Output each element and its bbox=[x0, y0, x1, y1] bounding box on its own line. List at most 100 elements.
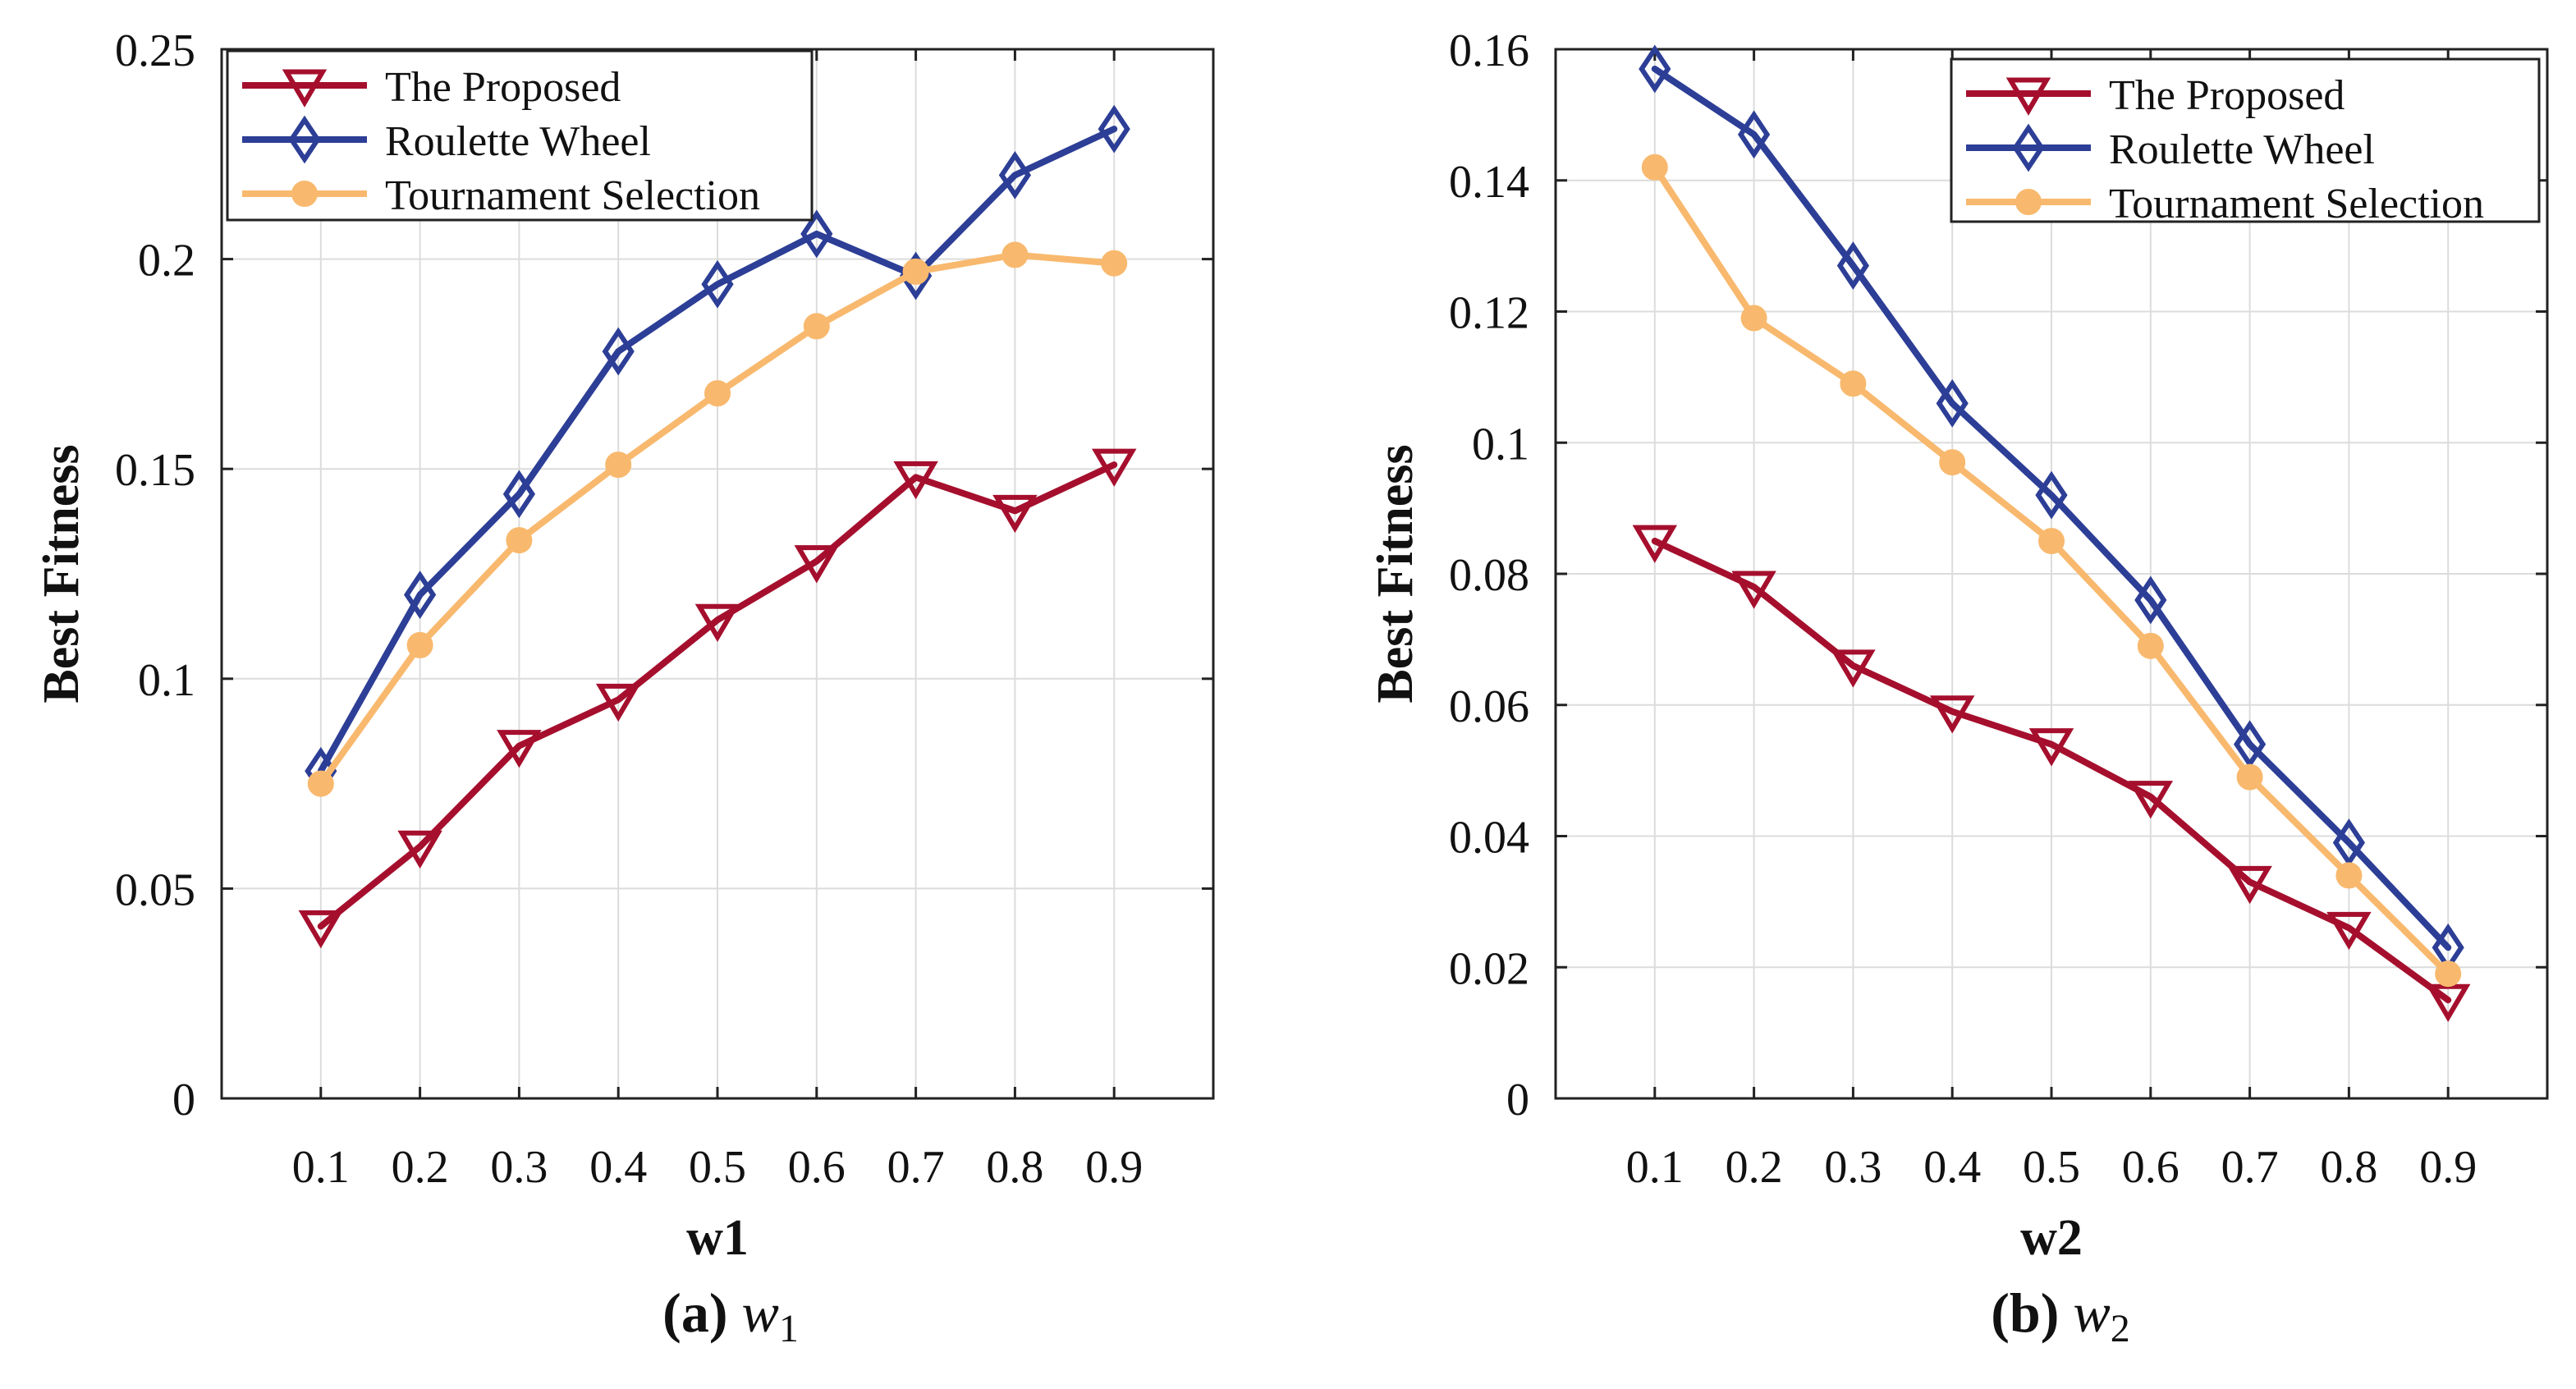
y-tick-label: 0.25 bbox=[115, 25, 195, 76]
x-tick-label: 0.4 bbox=[589, 1142, 647, 1193]
caption-b-sub: 2 bbox=[2110, 1307, 2130, 1350]
data-point-proposed bbox=[2028, 728, 2074, 767]
data-point-proposed bbox=[595, 683, 641, 722]
legend-label-tournament: Tournament Selection bbox=[385, 172, 760, 219]
x-tick-label: 0.9 bbox=[1085, 1142, 1143, 1193]
y-tick-label: 0 bbox=[172, 1075, 195, 1125]
x-tick-label: 0.3 bbox=[1824, 1142, 1882, 1193]
y-axis-label: Best Fitness bbox=[1368, 444, 1423, 703]
data-point-tournament bbox=[2335, 862, 2363, 889]
caption-a: (a) w1 bbox=[484, 1281, 977, 1351]
data-point-roulette bbox=[403, 571, 437, 619]
chart-panel-1: 0.1 0.2 0.3 0.4 0.5 0.6 0.7 0.8 0.9 0 0.05 0.1 0.15 0… bbox=[34, 25, 1215, 1266]
data-point-roulette bbox=[2134, 575, 2167, 625]
y-tick-label: 0.12 bbox=[1449, 288, 1529, 339]
x-tick-label: 0.3 bbox=[490, 1142, 548, 1193]
x-tick-label: 0.1 bbox=[292, 1142, 350, 1193]
caption-a-sub: 1 bbox=[778, 1307, 799, 1350]
data-point-proposed bbox=[2326, 911, 2372, 951]
data-point-roulette bbox=[502, 470, 536, 519]
series-tournament bbox=[307, 241, 1128, 797]
data-point-roulette bbox=[1737, 110, 1771, 159]
data-point-tournament bbox=[1002, 241, 1029, 268]
series-line-proposed bbox=[317, 461, 1118, 930]
data-point-proposed bbox=[1632, 525, 1678, 563]
data-point-tournament bbox=[704, 380, 731, 407]
legend-marker-roulette bbox=[2012, 123, 2045, 172]
data-point-tournament bbox=[2236, 763, 2263, 791]
data-point-roulette bbox=[1098, 104, 1130, 154]
data-point-roulette bbox=[800, 209, 833, 259]
series-tournament bbox=[1641, 154, 2462, 988]
x-tick-label: 0.5 bbox=[689, 1142, 746, 1193]
legend-marker-proposed bbox=[282, 69, 328, 108]
caption-b-label: (b) bbox=[1991, 1281, 2060, 1344]
data-point-proposed bbox=[893, 461, 938, 500]
legend-label-proposed: The Proposed bbox=[2109, 72, 2345, 119]
y-tick-label: 0.1 bbox=[1472, 419, 1529, 470]
y-tick-label: 0 bbox=[1506, 1075, 1529, 1125]
legend-label-roulette: Roulette Wheel bbox=[385, 118, 651, 165]
data-point-proposed bbox=[2227, 865, 2272, 905]
legend-box bbox=[1950, 57, 2541, 223]
legend-label-tournament: Tournament Selection bbox=[2109, 181, 2484, 227]
data-point-proposed bbox=[397, 830, 442, 869]
data-point-proposed bbox=[1731, 571, 1776, 609]
series-proposed bbox=[298, 448, 1137, 949]
x-tick-label: 0.6 bbox=[2122, 1142, 2180, 1193]
x-tick-label: 0.2 bbox=[1726, 1142, 1783, 1193]
y-tick-label: 0.04 bbox=[1449, 813, 1529, 864]
legend-marker-roulette bbox=[288, 115, 321, 164]
data-point-roulette bbox=[1936, 378, 1969, 428]
data-point-tournament bbox=[1939, 449, 1966, 476]
data-point-tournament bbox=[2038, 528, 2065, 555]
x-tick-label: 0.1 bbox=[1626, 1142, 1684, 1193]
data-point-tournament bbox=[2137, 632, 2164, 659]
data-point-proposed bbox=[694, 603, 740, 643]
y-tick-label: 0.1 bbox=[138, 655, 195, 706]
caption-b-var: w bbox=[2073, 1281, 2111, 1344]
data-point-proposed bbox=[992, 494, 1038, 534]
data-point-roulette bbox=[602, 327, 635, 376]
x-tick-label: 0.9 bbox=[2419, 1142, 2477, 1193]
legend-marker-proposed bbox=[2005, 77, 2051, 116]
y-tick-label: 0.14 bbox=[1449, 157, 1529, 208]
data-point-proposed bbox=[2128, 781, 2174, 819]
data-point-proposed bbox=[1091, 448, 1137, 487]
caption-a-var: w bbox=[741, 1281, 779, 1344]
data-point-tournament bbox=[406, 631, 433, 658]
x-tick-label: 0.7 bbox=[2221, 1142, 2279, 1193]
x-tick-label: 0.7 bbox=[887, 1142, 945, 1193]
data-point-roulette bbox=[701, 259, 734, 309]
caption-b: (b) w2 bbox=[1814, 1281, 2307, 1351]
x-tick-label: 0.8 bbox=[2320, 1142, 2377, 1193]
y-axis-label: Best Fitness bbox=[34, 444, 89, 703]
y-tick-label: 0.02 bbox=[1449, 943, 1529, 994]
x-axis-label: w2 bbox=[2020, 1210, 2083, 1266]
y-tick-label: 0.2 bbox=[138, 236, 195, 287]
y-tick-label: 0.06 bbox=[1449, 681, 1529, 732]
data-point-tournament bbox=[1740, 305, 1767, 332]
data-point-tournament bbox=[307, 770, 334, 797]
series-line-proposed bbox=[1651, 538, 2452, 1004]
x-tick-label: 0.4 bbox=[1923, 1142, 1981, 1193]
legend: The Proposed Roulette Wheel Tournament Sel… bbox=[226, 49, 814, 222]
data-point-tournament bbox=[506, 527, 533, 554]
y-tick-label: 0.05 bbox=[115, 864, 195, 915]
x-tick-label: 0.8 bbox=[986, 1142, 1043, 1193]
caption-a-label: (a) bbox=[662, 1281, 728, 1344]
data-point-tournament bbox=[2435, 960, 2462, 988]
data-point-tournament bbox=[902, 258, 929, 285]
data-point-roulette bbox=[1639, 44, 1671, 94]
data-point-proposed bbox=[1831, 649, 1876, 688]
data-point-proposed bbox=[298, 910, 344, 949]
legend: The Proposed Roulette Wheel Tournament Sel… bbox=[1950, 57, 2541, 227]
legend-label-roulette: Roulette Wheel bbox=[2109, 126, 2375, 173]
x-axis-label: w1 bbox=[686, 1210, 749, 1266]
chart-panel-2: 0.1 0.2 0.3 0.4 0.5 0.6 0.7 0.8 0.9 0 0.02 0.04 0.06… bbox=[1368, 25, 2549, 1266]
x-tick-label: 0.5 bbox=[2023, 1142, 2080, 1193]
data-point-proposed bbox=[1929, 695, 1975, 734]
data-point-tournament bbox=[1840, 370, 1867, 397]
